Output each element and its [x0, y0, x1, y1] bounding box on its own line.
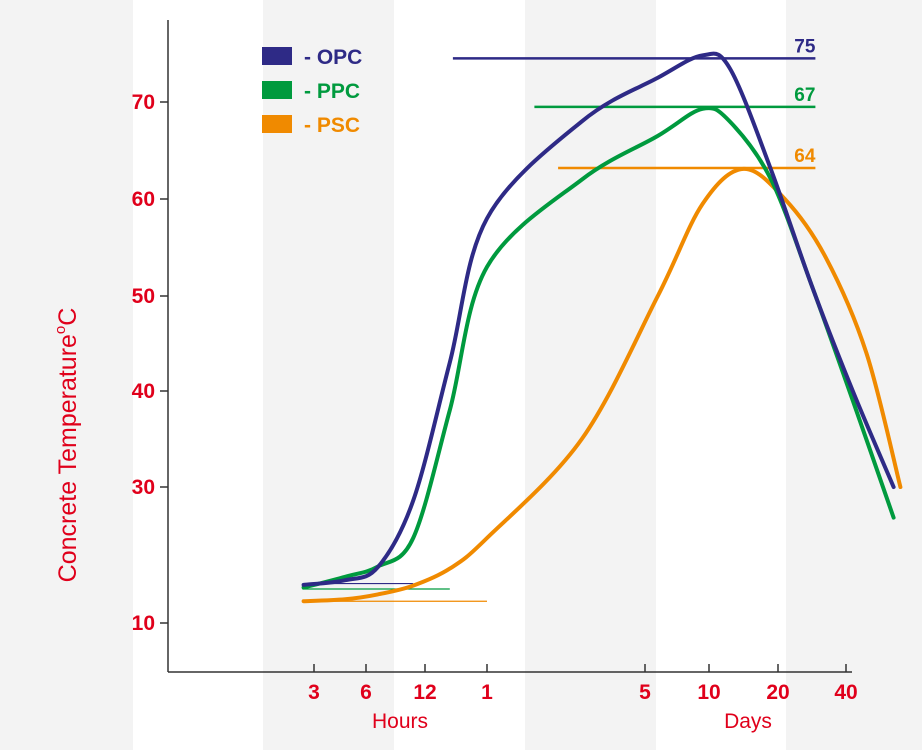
band-white [133, 0, 263, 750]
y-axis-title-superscript: o [52, 326, 69, 334]
legend-swatch [262, 81, 292, 99]
y-tick-label: 30 [132, 476, 155, 499]
peak-label: 64 [794, 146, 816, 167]
series-line-psc [301, 166, 903, 604]
legend: - OPC - PPC - PSC [262, 46, 362, 137]
x-tick-label: 40 [834, 681, 857, 704]
peak-labels: 75 67 64 [794, 36, 816, 167]
legend-label: - PSC [304, 114, 360, 137]
y-ticks: 10 30 40 50 60 70 [132, 91, 168, 635]
y-axis-title: Concrete TemperatureoC [52, 308, 82, 583]
y-axis-title-text: Concrete Temperature [54, 334, 82, 582]
x-tick-label: 20 [766, 681, 789, 704]
x-tick-label: 10 [697, 681, 720, 704]
x-tick-label: 12 [413, 681, 436, 704]
y-tick-label: 70 [132, 91, 155, 114]
legend-swatch [262, 47, 292, 65]
axes [167, 20, 852, 673]
x-unit-days: Days [724, 710, 772, 733]
y-axis-title-unit: C [54, 308, 82, 326]
y-tick-label: 50 [132, 285, 155, 308]
legend-swatch [262, 115, 292, 133]
peak-label: 67 [794, 85, 815, 106]
series-line-opc [301, 51, 896, 587]
legend-label: - PPC [304, 80, 360, 103]
x-unit-hours: Hours [372, 710, 428, 733]
x-tick-label: 1 [481, 681, 493, 704]
y-tick-label: 40 [132, 380, 155, 403]
y-tick-label: 10 [132, 612, 155, 635]
series-lines [301, 51, 903, 604]
x-tick-label: 3 [308, 681, 320, 704]
y-tick-label: 60 [132, 188, 155, 211]
peak-label: 75 [794, 36, 816, 57]
legend-label: - OPC [304, 46, 362, 69]
x-tick-label: 6 [360, 681, 372, 704]
x-ticks: 3 6 12 1 5 10 20 40 [308, 664, 858, 704]
x-tick-label: 5 [639, 681, 651, 704]
